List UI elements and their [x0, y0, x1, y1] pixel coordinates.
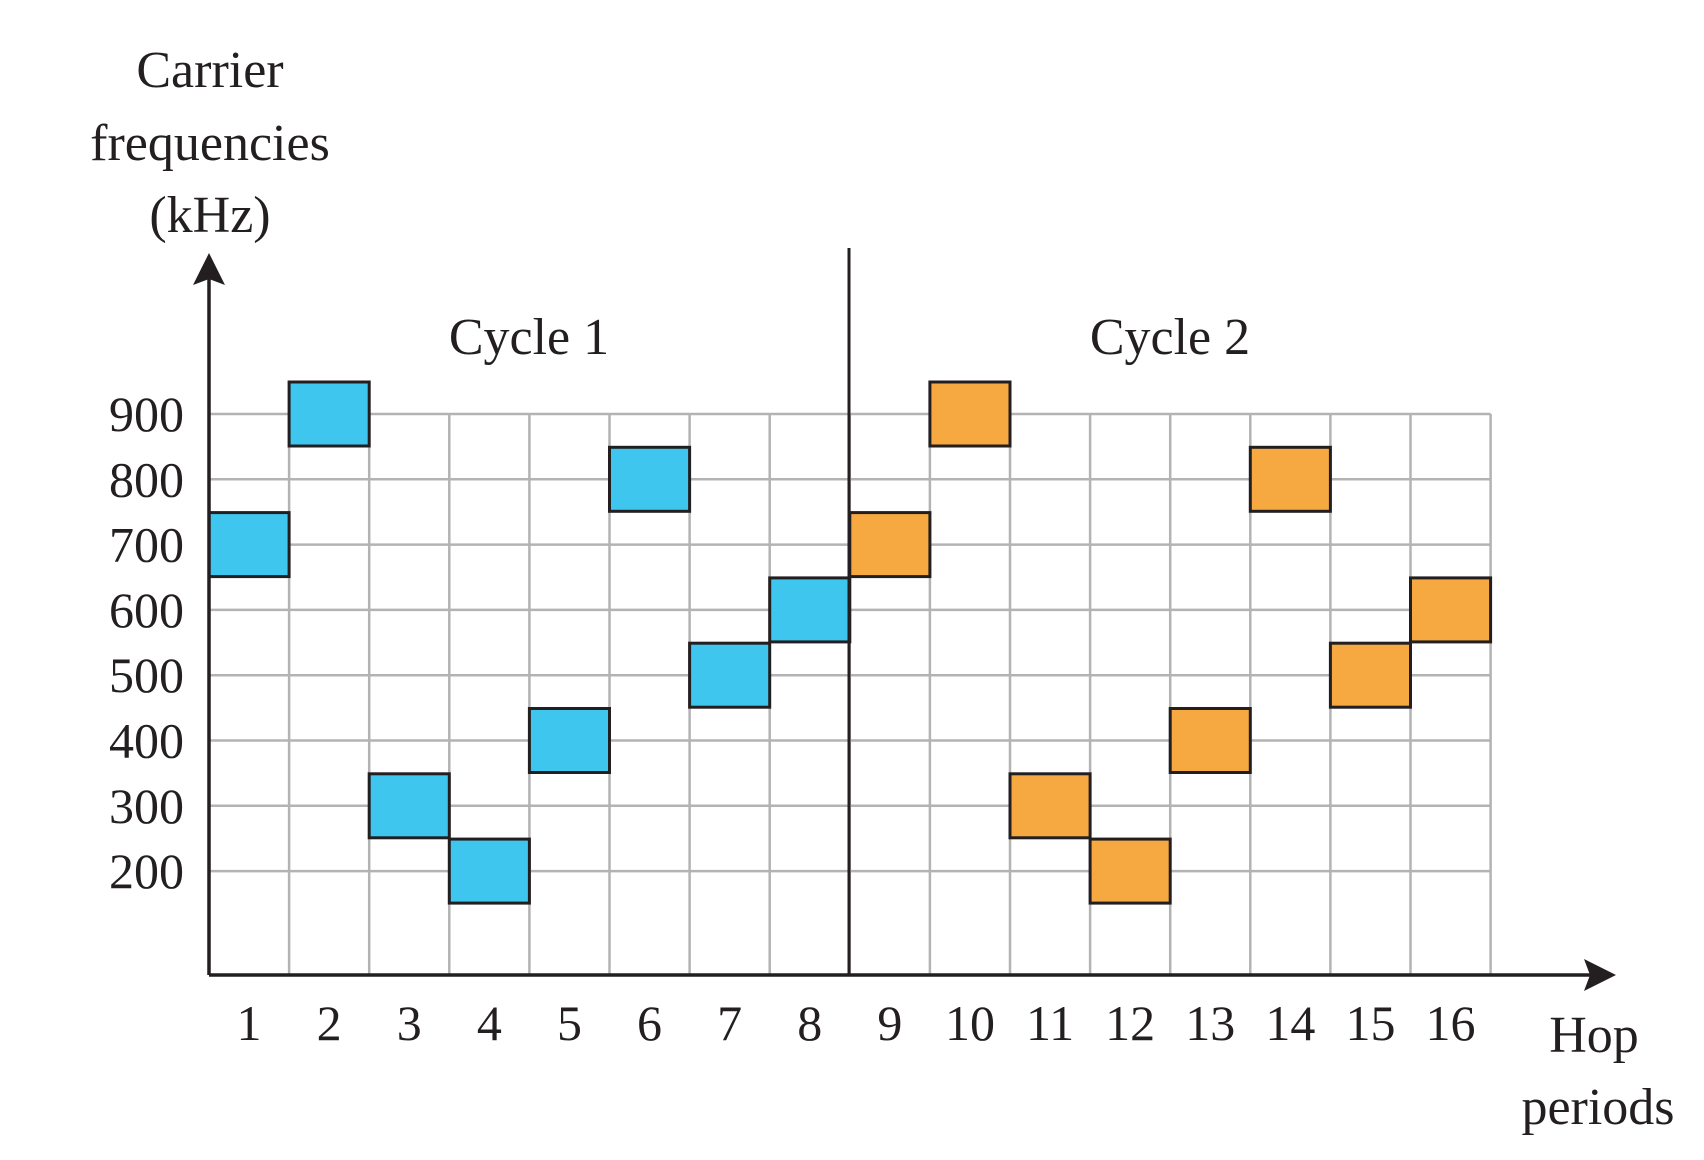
hop-cell-cycle-1 — [768, 576, 852, 644]
y-axis-label-line-1: Carrier — [136, 42, 283, 99]
cycle-1-label: Cycle 1 — [449, 309, 609, 366]
y-tick-label: 200 — [109, 843, 184, 899]
hop-cell-cycle-2 — [928, 380, 1012, 448]
y-axis-label-line-3: (kHz) — [149, 187, 270, 244]
x-tick-label: 13 — [1185, 995, 1235, 1051]
x-tick-label: 12 — [1105, 995, 1155, 1051]
hop-cell-cycle-1 — [207, 511, 291, 579]
y-tick-labels: 900 800 700 600 500 400 300 200 — [109, 386, 184, 899]
hop-cell-cycle-1 — [367, 772, 451, 840]
y-tick-label: 900 — [109, 386, 184, 442]
hop-cell-cycle-1 — [447, 837, 531, 905]
x-tick-label: 9 — [877, 995, 902, 1051]
y-axis-label-line-2: frequencies — [90, 115, 330, 172]
y-tick-label: 500 — [109, 647, 184, 703]
x-tick-label: 14 — [1265, 995, 1315, 1051]
hop-cell-cycle-2 — [1008, 772, 1092, 840]
hop-cell-cycle-1 — [287, 380, 371, 448]
x-tick-label: 15 — [1345, 995, 1395, 1051]
hop-cell-cycle-2 — [1328, 641, 1413, 709]
hop-cell-cycle-2 — [1409, 576, 1493, 644]
x-tick-label: 3 — [397, 995, 422, 1051]
hop-cell-cycle-2 — [1088, 837, 1172, 905]
x-tick-label: 2 — [317, 995, 342, 1051]
hop-cell-cycle-2 — [1248, 445, 1332, 513]
x-tick-label: 11 — [1026, 995, 1074, 1051]
y-tick-label: 600 — [109, 582, 184, 638]
y-tick-label: 700 — [109, 517, 184, 573]
y-axis-arrow-icon — [193, 253, 225, 285]
x-tick-labels: 1 2 3 4 5 6 7 8 9 10 11 12 13 14 15 16 — [237, 995, 1476, 1051]
x-axis-label: Hop periods — [1521, 1007, 1674, 1136]
x-tick-label: 16 — [1426, 995, 1476, 1051]
hop-cells — [207, 380, 1493, 905]
cycle-labels: Cycle 1 Cycle 2 — [449, 309, 1250, 366]
y-tick-label: 800 — [109, 451, 184, 507]
x-axis-label-line-1: Hop — [1549, 1007, 1639, 1064]
x-tick-label: 10 — [945, 995, 995, 1051]
y-tick-label: 300 — [109, 778, 184, 834]
hop-cell-cycle-2 — [1168, 707, 1252, 774]
x-axis-arrow-icon — [1584, 959, 1616, 991]
x-tick-label: 7 — [717, 995, 742, 1051]
x-tick-label: 6 — [637, 995, 662, 1051]
chart-axes — [193, 248, 1616, 991]
hop-cell-cycle-1 — [688, 641, 772, 709]
hop-cell-cycle-1 — [527, 707, 612, 774]
x-tick-label: 1 — [237, 995, 262, 1051]
hop-cell-cycle-2 — [848, 511, 932, 579]
hop-cell-cycle-1 — [608, 445, 692, 513]
y-tick-label: 400 — [109, 713, 184, 769]
x-tick-label: 5 — [557, 995, 582, 1051]
cycle-2-label: Cycle 2 — [1090, 309, 1250, 366]
x-tick-label: 4 — [477, 995, 502, 1051]
x-axis-label-line-2: periods — [1521, 1079, 1674, 1136]
x-tick-label: 8 — [797, 995, 822, 1051]
y-axis-label: Carrier frequencies (kHz) — [90, 42, 330, 244]
